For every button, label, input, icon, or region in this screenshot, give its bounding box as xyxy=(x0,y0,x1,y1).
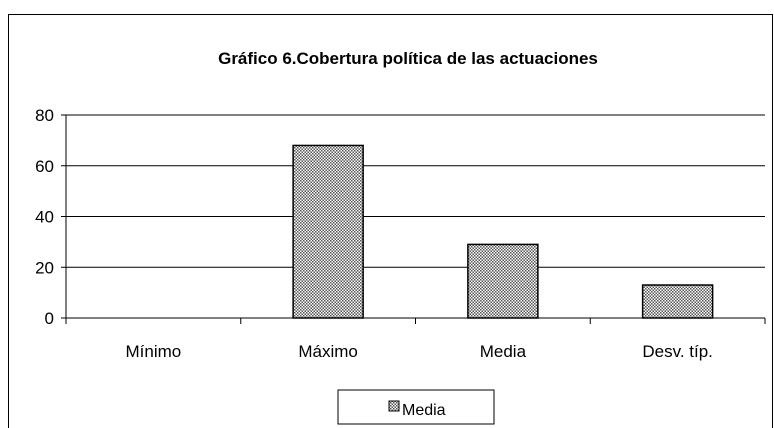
x-tick-label: Desv. típ. xyxy=(642,342,713,361)
chart-title: Gráfico 6.Cobertura política de las actu… xyxy=(218,49,598,68)
legend-label: Media xyxy=(402,402,446,419)
y-tick-label: 0 xyxy=(45,309,54,328)
legend-swatch xyxy=(388,400,400,412)
x-tick-label: Media xyxy=(480,342,527,361)
gridlines xyxy=(61,114,765,319)
y-tick-label: 40 xyxy=(35,208,54,227)
y-tick-label: 20 xyxy=(35,258,54,277)
legend-box xyxy=(337,389,495,425)
y-tick-labels: 0 20 40 60 80 xyxy=(35,106,54,328)
legend: Media xyxy=(337,389,495,425)
y-tick-label: 80 xyxy=(35,106,54,125)
bar-3 xyxy=(641,284,714,319)
bars xyxy=(292,144,714,319)
x-tick-labels: Mínimo Máximo Media Desv. típ. xyxy=(126,342,713,361)
bar-2 xyxy=(467,243,539,319)
axes xyxy=(65,115,766,324)
y-tick-label: 60 xyxy=(35,157,54,176)
bar-1 xyxy=(292,144,364,319)
x-tick-label: Mínimo xyxy=(126,342,182,361)
chart-frame xyxy=(8,14,773,428)
x-tick-label: Máximo xyxy=(298,342,358,361)
